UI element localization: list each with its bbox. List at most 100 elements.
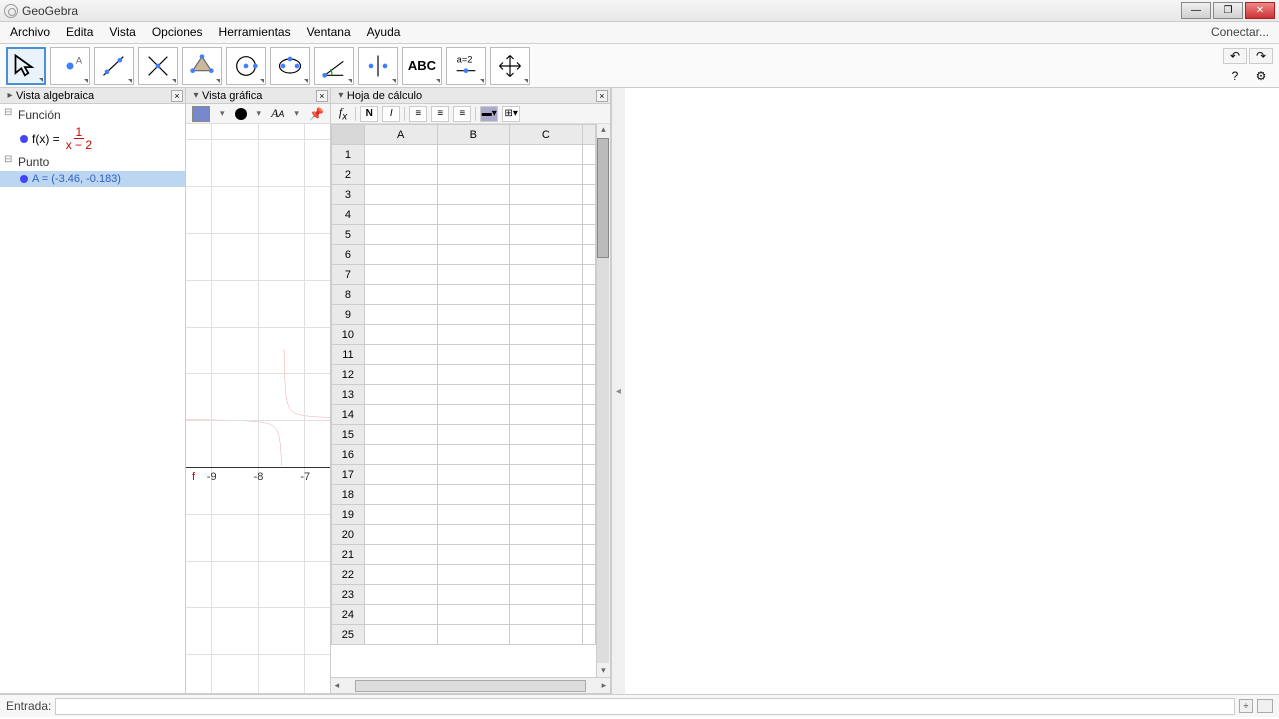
- align-right-button[interactable]: ≡: [453, 106, 471, 122]
- help-icon[interactable]: ?: [1223, 68, 1247, 84]
- cell[interactable]: [437, 605, 510, 625]
- bold-button[interactable]: N: [360, 106, 378, 122]
- tool-polygon[interactable]: [182, 47, 222, 85]
- tool-move[interactable]: [6, 47, 46, 85]
- cell[interactable]: [364, 605, 437, 625]
- cell[interactable]: [364, 285, 437, 305]
- row-header-14[interactable]: 14: [331, 405, 364, 425]
- cell[interactable]: [364, 505, 437, 525]
- cell[interactable]: [437, 525, 510, 545]
- menu-ayuda[interactable]: Ayuda: [359, 22, 409, 43]
- menu-ventana[interactable]: Ventana: [299, 22, 359, 43]
- chevron-down-icon[interactable]: ▾: [335, 90, 347, 102]
- cell[interactable]: [364, 145, 437, 165]
- cell[interactable]: [364, 345, 437, 365]
- col-header-C[interactable]: C: [510, 125, 583, 145]
- cell[interactable]: [510, 345, 583, 365]
- row-header-6[interactable]: 6: [331, 245, 364, 265]
- cell[interactable]: [364, 225, 437, 245]
- cell[interactable]: [364, 565, 437, 585]
- maximize-button[interactable]: ❐: [1213, 2, 1243, 19]
- cell[interactable]: [437, 265, 510, 285]
- cell[interactable]: [510, 365, 583, 385]
- tool-text[interactable]: ABC: [402, 47, 442, 85]
- scroll-right-icon[interactable]: ▸: [598, 680, 610, 691]
- row-header-17[interactable]: 17: [331, 465, 364, 485]
- spreadsheet-close-button[interactable]: ×: [596, 90, 608, 102]
- redo-button[interactable]: ↷: [1249, 48, 1273, 64]
- col-header-A[interactable]: A: [364, 125, 437, 145]
- row-header-19[interactable]: 19: [331, 505, 364, 525]
- cell[interactable]: [437, 425, 510, 445]
- cell[interactable]: [510, 225, 583, 245]
- cell[interactable]: [510, 185, 583, 205]
- cell[interactable]: [437, 145, 510, 165]
- cell[interactable]: [437, 565, 510, 585]
- algebra-category-punto[interactable]: Punto: [0, 153, 185, 171]
- visibility-dot-icon[interactable]: [20, 135, 28, 143]
- cell[interactable]: [364, 245, 437, 265]
- tool-angle[interactable]: [314, 47, 354, 85]
- cell[interactable]: [364, 385, 437, 405]
- cell[interactable]: [510, 145, 583, 165]
- cell[interactable]: [437, 625, 510, 645]
- align-left-button[interactable]: ≡: [409, 106, 427, 122]
- scroll-down-icon[interactable]: ▾: [601, 665, 606, 677]
- cell[interactable]: [510, 285, 583, 305]
- cell[interactable]: [437, 345, 510, 365]
- row-header-1[interactable]: 1: [331, 145, 364, 165]
- row-header-25[interactable]: 25: [331, 625, 364, 645]
- cell[interactable]: [510, 545, 583, 565]
- row-header-8[interactable]: 8: [331, 285, 364, 305]
- cell[interactable]: [437, 365, 510, 385]
- row-header-23[interactable]: 23: [331, 585, 364, 605]
- cell[interactable]: [510, 405, 583, 425]
- align-center-button[interactable]: ≡: [431, 106, 449, 122]
- spreadsheet-grid[interactable]: ABC1234567891011121314151617181920212223…: [331, 124, 596, 677]
- cell[interactable]: [437, 445, 510, 465]
- row-header-13[interactable]: 13: [331, 385, 364, 405]
- visibility-dot-icon[interactable]: [20, 175, 28, 183]
- input-dropdown[interactable]: ÷: [1239, 699, 1253, 713]
- scroll-up-icon[interactable]: ▴: [601, 124, 606, 136]
- row-header-11[interactable]: 11: [331, 345, 364, 365]
- cell[interactable]: [437, 385, 510, 405]
- cell[interactable]: [510, 385, 583, 405]
- cell[interactable]: [364, 525, 437, 545]
- cell[interactable]: [510, 245, 583, 265]
- cell[interactable]: [364, 465, 437, 485]
- row-header-2[interactable]: 2: [331, 165, 364, 185]
- row-header-21[interactable]: 21: [331, 545, 364, 565]
- col-header-B[interactable]: B: [437, 125, 510, 145]
- chevron-down-icon[interactable]: ▾: [294, 108, 299, 119]
- cell[interactable]: [364, 545, 437, 565]
- row-header-4[interactable]: 4: [331, 205, 364, 225]
- cell[interactable]: [510, 505, 583, 525]
- cell[interactable]: [437, 185, 510, 205]
- cell[interactable]: [364, 405, 437, 425]
- cell[interactable]: [510, 485, 583, 505]
- cell[interactable]: [437, 485, 510, 505]
- row-header-7[interactable]: 7: [331, 265, 364, 285]
- chevron-down-icon[interactable]: ▾: [190, 90, 202, 102]
- chevron-right-icon[interactable]: ▸: [4, 90, 16, 102]
- cell[interactable]: [364, 265, 437, 285]
- tool-perpendicular[interactable]: [138, 47, 178, 85]
- cell[interactable]: [364, 425, 437, 445]
- cell[interactable]: [437, 245, 510, 265]
- cell[interactable]: [437, 305, 510, 325]
- menu-herramientas[interactable]: Herramientas: [211, 22, 299, 43]
- cell[interactable]: [364, 165, 437, 185]
- cell[interactable]: [437, 165, 510, 185]
- cell[interactable]: [364, 305, 437, 325]
- algebra-category-funcion[interactable]: Función: [0, 106, 185, 124]
- row-header-24[interactable]: 24: [331, 605, 364, 625]
- chevron-down-icon[interactable]: ▾: [257, 108, 262, 119]
- algebra-item-a[interactable]: A = (-3.46, -0.183): [0, 171, 185, 187]
- cell[interactable]: [437, 505, 510, 525]
- cell[interactable]: [364, 445, 437, 465]
- menu-opciones[interactable]: Opciones: [144, 22, 211, 43]
- menu-archivo[interactable]: Archivo: [2, 22, 58, 43]
- fill-color-button[interactable]: ▬▾: [480, 106, 498, 122]
- menu-vista[interactable]: Vista: [101, 22, 143, 43]
